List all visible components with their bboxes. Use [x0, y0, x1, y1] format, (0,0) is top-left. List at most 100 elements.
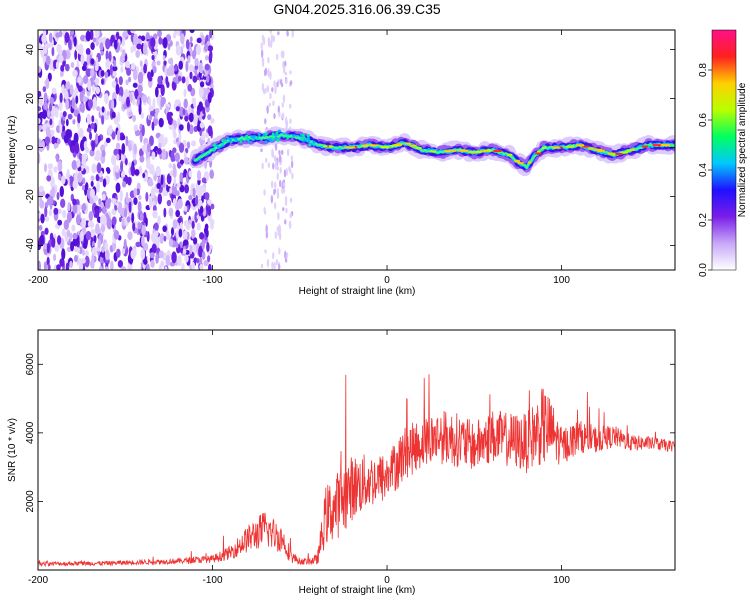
noise-speckle — [121, 248, 126, 255]
noise-speckle — [44, 206, 48, 218]
noise-speckle — [70, 145, 76, 154]
noise-speckle — [155, 253, 159, 264]
noise-speckle — [53, 166, 58, 173]
noise-speckle — [94, 77, 100, 85]
noise-speckle — [174, 99, 181, 106]
noise-speckle — [43, 92, 48, 103]
streak-speckle — [289, 80, 293, 86]
noise-speckle — [50, 186, 56, 199]
streak-speckle — [278, 179, 282, 188]
noise-speckle — [152, 97, 156, 110]
noise-speckle — [137, 71, 144, 84]
streak-speckle — [271, 153, 275, 158]
noise-speckle — [191, 187, 196, 198]
noise-speckle — [183, 220, 189, 227]
noise-speckle — [106, 110, 110, 116]
x-tick-label: -200 — [28, 275, 48, 286]
noise-speckle — [38, 111, 45, 119]
noise-speckle — [63, 219, 69, 231]
signal-peak — [475, 150, 482, 153]
noise-speckle — [141, 225, 146, 236]
signal-peak — [480, 150, 485, 153]
noise-speckle — [139, 155, 145, 163]
streak-speckle — [282, 187, 286, 194]
streak-speckle — [267, 40, 271, 48]
signal-blob — [212, 148, 216, 152]
noise-speckle — [38, 152, 41, 164]
snr-line — [38, 374, 675, 568]
noise-speckle — [96, 105, 101, 112]
signal-blob — [306, 133, 310, 137]
signal-peak — [641, 145, 649, 148]
streak-speckle — [272, 35, 276, 43]
colorbar-tick-label: 0.8 — [698, 63, 709, 77]
noise-speckle — [92, 37, 97, 43]
noise-speckle — [201, 177, 207, 184]
noise-speckle — [100, 78, 105, 85]
snr-ylabel: SNR (10 * v/v) — [7, 418, 18, 482]
noise-speckle — [51, 237, 56, 248]
streak-speckle — [267, 162, 271, 169]
noise-speckle — [111, 111, 116, 119]
noise-speckle — [149, 252, 155, 259]
noise-speckle — [141, 124, 145, 137]
noise-speckle — [128, 111, 133, 117]
noise-speckle — [90, 58, 95, 65]
noise-speckle — [137, 222, 142, 230]
streak-speckle — [273, 80, 276, 88]
streak-speckle — [275, 258, 279, 266]
signal-peak — [430, 150, 437, 153]
noise-speckle — [133, 197, 138, 205]
noise-speckle — [56, 191, 60, 201]
noise-speckle — [168, 124, 174, 130]
noise-speckle — [168, 163, 173, 169]
noise-speckle — [120, 160, 124, 173]
signal-peak — [575, 144, 585, 147]
noise-speckle — [155, 165, 161, 177]
noise-speckle — [54, 107, 59, 119]
noise-speckle — [53, 253, 57, 262]
y-tick-label: 20 — [25, 93, 36, 105]
noise-speckle — [115, 142, 121, 150]
noise-speckle — [129, 93, 133, 103]
noise-speckle — [143, 63, 148, 74]
noise-speckle — [49, 103, 52, 112]
noise-speckle — [121, 217, 126, 227]
noise-speckle — [196, 258, 200, 264]
noise-speckle — [90, 67, 95, 78]
noise-speckle — [118, 76, 123, 86]
noise-speckle — [191, 261, 195, 270]
noise-speckle — [148, 76, 153, 82]
signal-blob — [245, 134, 249, 138]
noise-speckle — [172, 197, 177, 207]
colorbar-ticks: 0.0 0.2 0.4 0.6 0.8 — [698, 63, 712, 277]
noise-speckle — [157, 193, 163, 205]
noise-speckle — [115, 164, 120, 173]
noise-speckle — [72, 232, 78, 240]
signal-peak — [404, 142, 411, 145]
noise-speckle — [59, 92, 63, 104]
noise-speckle — [72, 198, 77, 206]
signal-peak — [409, 144, 417, 147]
noise-speckle — [153, 116, 158, 127]
noise-speckle — [191, 97, 195, 105]
streak-speckle — [275, 160, 278, 166]
noise-speckle — [54, 244, 60, 252]
signal-peak — [361, 144, 369, 147]
y-tick-label: 40 — [25, 44, 36, 56]
noise-speckle — [170, 150, 175, 163]
noise-speckle — [65, 118, 69, 127]
noise-speckle — [204, 63, 210, 71]
noise-speckle — [192, 113, 198, 126]
noise-speckle — [101, 106, 105, 113]
noise-speckle — [146, 157, 151, 168]
colorbar: 0.0 0.2 0.4 0.6 0.8 Normalized spectral ampl… — [698, 29, 748, 277]
signal-peak — [661, 144, 671, 147]
streak-speckle — [260, 49, 264, 59]
signal-peak — [620, 151, 629, 154]
noise-speckle — [79, 230, 84, 242]
noise-speckle — [174, 152, 180, 163]
noise-speckle — [59, 185, 65, 198]
signal-peak — [369, 144, 379, 147]
